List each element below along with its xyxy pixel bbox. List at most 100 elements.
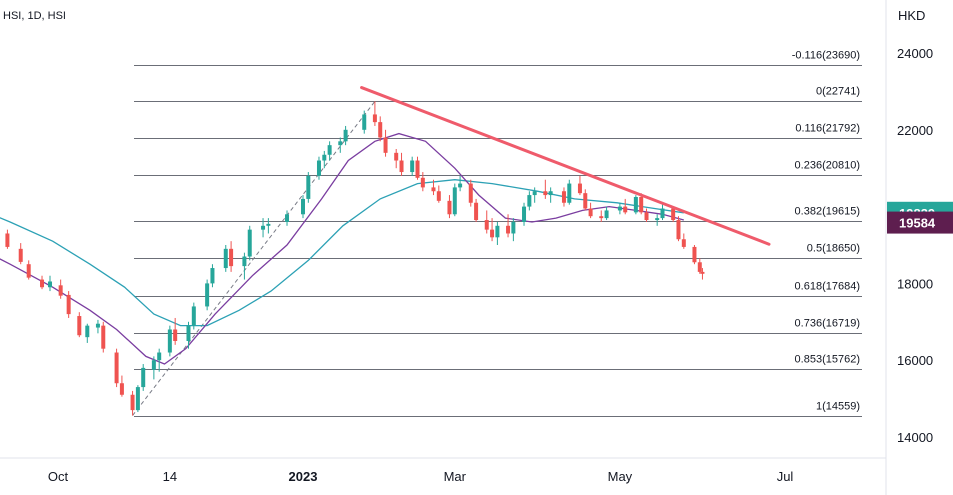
candle xyxy=(223,245,228,272)
candle-body xyxy=(617,206,622,211)
candle-body xyxy=(671,208,676,221)
candle xyxy=(186,321,191,349)
candle xyxy=(681,233,686,249)
candle-body xyxy=(495,225,500,238)
candle xyxy=(420,172,425,192)
price-badges: 1983919584 xyxy=(887,201,953,234)
candle xyxy=(322,150,327,169)
candle xyxy=(522,202,527,226)
candle-body xyxy=(532,191,537,196)
x-tick-label: Mar xyxy=(444,469,467,484)
fib-level-label: 0.853(15762) xyxy=(795,354,860,366)
candle-body xyxy=(415,160,420,178)
candle-body xyxy=(266,223,271,226)
fib-level-label: 0(22741) xyxy=(816,86,860,98)
candle xyxy=(157,348,162,372)
candle xyxy=(362,110,367,134)
candle-body xyxy=(458,183,463,188)
candle xyxy=(532,187,537,203)
candle-body xyxy=(130,394,135,411)
candle xyxy=(300,195,305,219)
candle-body xyxy=(372,114,377,123)
candle-body xyxy=(655,218,660,221)
candle xyxy=(167,325,172,357)
candle xyxy=(151,356,156,380)
candle-body xyxy=(452,187,457,215)
candle-body xyxy=(410,160,415,173)
candle xyxy=(85,323,90,343)
candle xyxy=(327,141,332,161)
candle xyxy=(191,302,196,330)
candle-body xyxy=(697,262,702,272)
candle-body xyxy=(527,195,532,207)
fib-level-label: 0.618(17684) xyxy=(795,281,860,293)
candle xyxy=(266,218,271,234)
candle xyxy=(436,185,441,203)
candle-body xyxy=(567,183,572,203)
candle-body xyxy=(343,129,348,142)
x-tick-label: Jul xyxy=(777,469,794,484)
candle xyxy=(495,221,500,245)
price-axis[interactable]: HKD 140001600018000200002200024000 xyxy=(0,0,933,495)
candle xyxy=(660,202,665,221)
y-tick-label: 14000 xyxy=(897,430,933,445)
candle-body xyxy=(577,183,582,194)
candle-body xyxy=(468,183,473,203)
candle-body xyxy=(261,225,266,230)
candle xyxy=(101,321,106,353)
candle xyxy=(48,275,53,292)
ma-fast-line xyxy=(0,132,684,365)
candle-body xyxy=(306,175,311,199)
candle-body xyxy=(58,285,63,296)
candle-body xyxy=(300,198,305,215)
candle-body xyxy=(5,233,10,247)
candle-body xyxy=(431,187,436,192)
candle-body xyxy=(141,367,146,388)
candle-body xyxy=(40,279,45,288)
candle xyxy=(458,175,463,192)
candle-body xyxy=(394,152,399,161)
candle-body xyxy=(362,114,367,130)
candle xyxy=(583,189,588,211)
candle-body xyxy=(588,208,593,217)
candle xyxy=(383,129,388,157)
candle xyxy=(95,319,100,334)
candle-body xyxy=(692,246,697,263)
candle-body xyxy=(639,197,644,213)
time-axis[interactable]: Oct 14 2023 Mar May Jul xyxy=(48,469,794,484)
candle-body xyxy=(18,248,23,262)
y-tick-label: 22000 xyxy=(897,123,933,138)
candle-body xyxy=(327,145,332,155)
candle-body xyxy=(484,220,489,230)
candle-body xyxy=(242,256,247,267)
candle xyxy=(633,195,638,215)
candle xyxy=(229,241,234,272)
candle xyxy=(5,229,10,249)
candle-body xyxy=(548,191,553,196)
candle xyxy=(415,156,420,180)
candle-body xyxy=(229,248,234,267)
resistance-trendline[interactable] xyxy=(360,86,771,246)
candle xyxy=(135,385,140,413)
candle xyxy=(692,245,697,265)
candle-body xyxy=(101,325,106,349)
candle-body xyxy=(338,141,343,146)
candle-body xyxy=(660,208,665,219)
fib-level-label: -0.116(23690) xyxy=(792,50,860,62)
fibonacci-levels: -0.116(23690) 0(22741) 0.116(21792) 0.236(2… xyxy=(134,50,862,417)
candle-body xyxy=(623,206,628,213)
candle-body xyxy=(676,220,681,240)
price-badge xyxy=(887,211,953,234)
candle-body xyxy=(447,200,452,215)
candle xyxy=(399,152,404,176)
candle-body xyxy=(186,325,191,341)
candle xyxy=(604,206,609,221)
fib-level-label: 0.5(18650) xyxy=(807,243,860,255)
candle xyxy=(247,225,252,261)
candle-body xyxy=(77,316,82,336)
y-tick-label: 24000 xyxy=(897,46,933,61)
candle xyxy=(700,268,705,280)
candle-body xyxy=(399,160,404,173)
